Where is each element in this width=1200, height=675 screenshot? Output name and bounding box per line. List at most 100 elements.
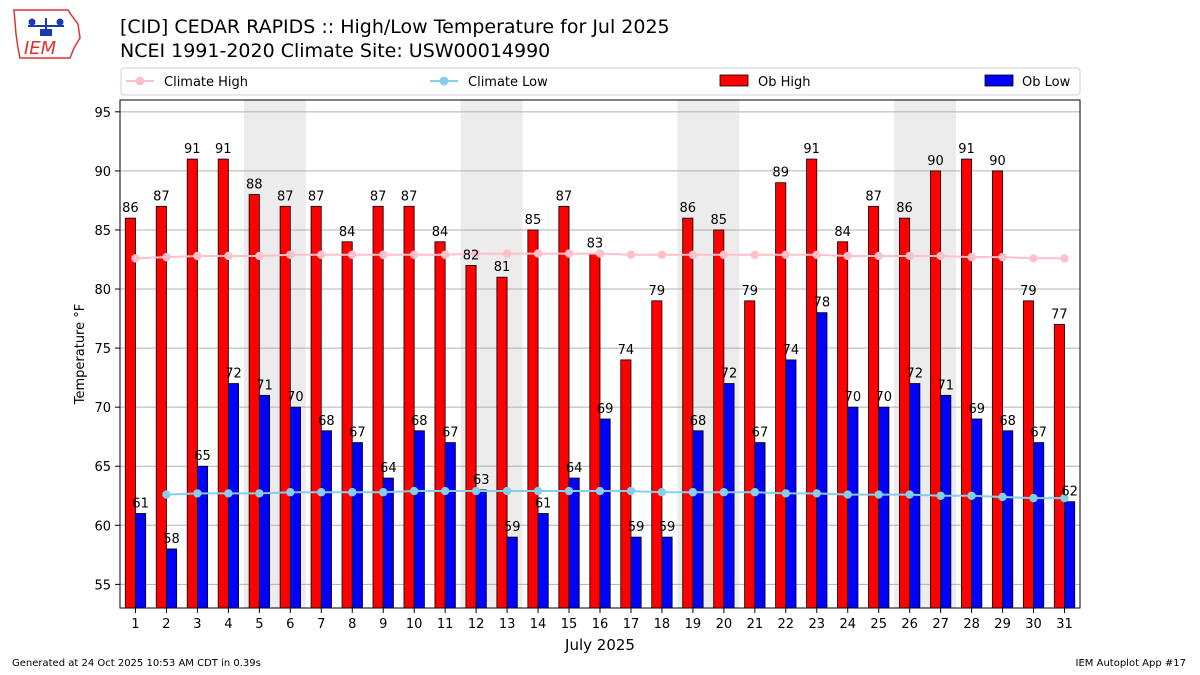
climate-low-point — [162, 490, 171, 499]
ob-high-label: 85 — [525, 213, 542, 228]
data-labels: 86 61 87 58 91 65 91 72 88 71 87 70 87 68 84 67 87 64 87 68… — [122, 142, 1078, 547]
x-tick-label: 16 — [592, 617, 609, 632]
climate-high-point — [564, 249, 574, 258]
ob-high-label: 91 — [184, 142, 201, 157]
ob-high-bar — [589, 253, 601, 609]
ob-high-bar — [527, 229, 539, 609]
ob-low-bar — [166, 548, 178, 609]
y-tick-label: 95 — [94, 106, 111, 121]
climate-low-point — [533, 486, 543, 496]
generated-note: Generated at 24 Oct 2025 10:53 AM CDT in… — [12, 658, 261, 669]
ob-high-bar — [465, 264, 477, 609]
ob-low-bar — [475, 489, 487, 609]
x-tick-label: 11 — [437, 617, 454, 632]
x-tick-label: 31 — [1056, 617, 1073, 632]
ob-low-label: 72 — [721, 367, 738, 382]
x-tick-label: 6 — [286, 617, 294, 632]
ob-low-bar — [847, 406, 859, 609]
climate-low-point — [1029, 493, 1038, 503]
ob-high-bar — [124, 217, 136, 609]
y-tick-label: 65 — [94, 460, 111, 475]
ob-low-label: 63 — [473, 473, 490, 488]
ob-low-bar — [878, 406, 890, 609]
x-tick-label: 2 — [162, 617, 170, 632]
ob-low-bar — [599, 418, 611, 609]
x-tick-label: 18 — [654, 617, 671, 632]
ob-high-label: 91 — [958, 142, 975, 157]
climate-high-point — [781, 250, 791, 259]
climate-high-point — [998, 252, 1007, 262]
ob-low-label: 71 — [937, 378, 954, 393]
ob-low-bar — [444, 442, 456, 609]
x-axis-label: July 2025 — [564, 636, 635, 654]
climate-high-point — [162, 252, 171, 262]
x-tick-label: 25 — [870, 617, 887, 632]
ob-high-bar — [434, 241, 446, 609]
ob-high-bar — [155, 205, 167, 609]
climate-low-point — [255, 489, 264, 498]
ob-high-label: 77 — [1051, 307, 1068, 322]
ob-low-label: 58 — [163, 532, 180, 547]
ob-low-bar — [382, 477, 394, 609]
ob-low-label: 70 — [287, 390, 304, 405]
ob-low-label: 68 — [999, 414, 1016, 429]
x-tick-label: 14 — [530, 617, 547, 632]
ob-high-bar — [991, 170, 1003, 609]
ob-high-label: 85 — [710, 213, 727, 228]
weekend-shade — [243, 100, 306, 608]
climate-low-point — [595, 486, 605, 496]
climate-high-point — [1029, 254, 1038, 263]
ob-low-label: 64 — [380, 461, 397, 476]
climate-high-point — [317, 250, 326, 259]
climate-low-point — [967, 491, 976, 500]
ob-high-label: 87 — [370, 189, 387, 204]
y-tick-label: 55 — [94, 578, 111, 593]
x-tick-label: 30 — [1025, 617, 1042, 632]
ob-low-bar — [816, 312, 828, 609]
ob-low-label: 67 — [752, 426, 769, 441]
app-note: IEM Autoplot App #17 — [1075, 658, 1186, 669]
legend-label-climate-high: Climate High — [164, 75, 248, 90]
ob-high-bar — [620, 359, 632, 609]
ob-low-bar — [909, 383, 921, 609]
ob-high-bar — [744, 300, 756, 609]
chart-title: [CID] CEDAR RAPIDS :: High/Low Temperatu… — [120, 16, 670, 38]
ob-high-label: 87 — [401, 189, 418, 204]
climate-high-point — [348, 250, 357, 259]
ob-low-bar — [289, 406, 301, 609]
ob-low-label: 71 — [256, 378, 273, 393]
ob-low-label: 78 — [814, 296, 831, 311]
climate-high-point — [471, 249, 481, 258]
ob-low-bar — [940, 394, 952, 609]
ob-low-label: 69 — [597, 402, 614, 417]
ob-high-label: 87 — [308, 189, 325, 204]
climate-high-point — [595, 249, 605, 258]
climate-high-point — [843, 251, 852, 261]
climate-high-point — [1060, 254, 1069, 263]
climate-high-point — [905, 251, 914, 261]
y-tick-label: 85 — [94, 224, 111, 239]
climate-low-point — [471, 486, 481, 496]
x-tick-label: 9 — [379, 617, 387, 632]
ob-high-label: 79 — [741, 284, 758, 299]
ob-high-label: 88 — [246, 178, 263, 193]
bars — [124, 158, 1076, 609]
climate-low-point — [379, 488, 388, 497]
ob-low-label: 65 — [194, 449, 211, 464]
climate-high-point — [131, 254, 140, 263]
x-tick-label: 26 — [901, 617, 918, 632]
climate-high-point — [502, 249, 512, 258]
ob-low-label: 62 — [1061, 485, 1078, 500]
ob-high-bar — [496, 276, 508, 609]
ob-low-bar — [971, 418, 983, 609]
climate-low-line — [166, 490, 1065, 500]
climate-low-point — [905, 490, 914, 499]
climate-low-point — [874, 490, 883, 499]
ob-low-label: 61 — [535, 496, 552, 511]
ob-low-label: 72 — [907, 367, 924, 382]
climate-high-point — [874, 251, 883, 261]
ob-high-bar — [1053, 324, 1065, 609]
climate-high-point — [626, 250, 636, 259]
climate-high-line — [135, 252, 1065, 260]
climate-low-point — [626, 486, 636, 496]
